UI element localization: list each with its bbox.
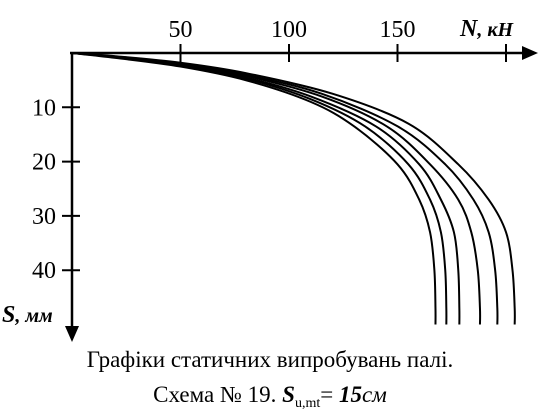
y-axis-ticks: 10 20 30 40	[32, 95, 80, 284]
y-tick-label: 10	[32, 95, 56, 121]
caption-subscript: u,mt	[294, 396, 321, 411]
y-tick-label: 30	[32, 204, 56, 230]
caption-prefix: Схема № 19.	[153, 382, 283, 407]
x-axis-arrow	[522, 46, 538, 60]
x-tick-label: 150	[380, 17, 416, 43]
caption-equals: =	[320, 382, 339, 407]
series-line-3	[71, 52, 461, 325]
y-tick-label: 40	[32, 258, 56, 284]
series-line-4	[71, 52, 482, 325]
y-axis-arrow	[65, 326, 79, 342]
series-lines	[71, 52, 516, 325]
caption-unit: см	[361, 382, 387, 407]
caption-line-2: Схема № 19. Su,mt= 15см	[0, 381, 540, 418]
y-tick-label: 20	[32, 150, 56, 176]
caption-value: 15	[338, 382, 362, 407]
x-axis-label: N, кН	[459, 16, 514, 42]
series-line-2	[71, 52, 448, 325]
x-tick-label: 100	[271, 17, 307, 43]
series-line-1	[71, 52, 437, 325]
series-line-5	[71, 52, 499, 325]
x-axis-ticks: 50 100 150	[169, 17, 507, 62]
caption-symbol: S	[282, 382, 295, 407]
x-tick-label: 50	[169, 17, 193, 43]
series-line-6	[71, 52, 516, 325]
y-axis-label: S, мм	[2, 302, 53, 328]
caption-line-1: Графіки статичних випробувань палі.	[86, 347, 454, 372]
chart: 50 100 150 10 20 30 40 N, кН S, мм	[2, 16, 538, 342]
